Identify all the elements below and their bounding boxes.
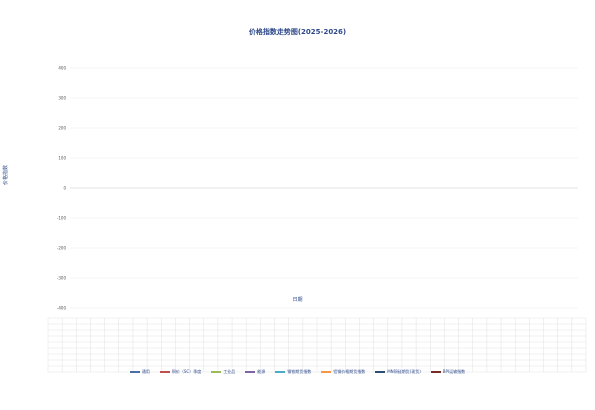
- legend-swatch: [129, 371, 140, 373]
- x-axis-label: 日期: [292, 297, 303, 303]
- legend-item: 工业品: [211, 369, 235, 375]
- legend-item: 铝钢价格期货指数: [321, 369, 365, 375]
- y-axis-ticks: -400 -300 -200 -100 0 100 200 300 400: [57, 66, 67, 311]
- legend-item: 通用: [129, 369, 150, 375]
- y-tick-label: -100: [57, 216, 67, 221]
- y-tick-label: 200: [58, 126, 66, 131]
- legend-label: 能源: [257, 369, 266, 374]
- legend-swatch: [321, 371, 332, 373]
- legend-item: BPI运输指数: [430, 369, 466, 375]
- legend-label: 通用: [141, 369, 150, 374]
- y-tick-label: -200: [57, 246, 67, 251]
- legend-swatch: [430, 371, 441, 373]
- legend-swatch: [211, 371, 222, 373]
- legend-label: 工业品: [223, 369, 236, 374]
- y-tick-label: -300: [57, 276, 67, 281]
- legend-label: 铝钢价格期货指数: [333, 369, 366, 374]
- legend-swatch: [275, 371, 286, 373]
- legend-item: 钢铁期货指数: [275, 369, 311, 375]
- legend-item: MN铜硅期货(现货): [375, 369, 421, 375]
- legend-label: BPI运输指数: [442, 369, 466, 374]
- legend-item: 铜价（SC）季度: [159, 369, 202, 375]
- y-tick-label: 0: [63, 186, 66, 191]
- legend-label: 铜价（SC）季度: [171, 369, 202, 374]
- y-tick-label: 400: [58, 66, 66, 71]
- legend-label: MN铜硅期货(现货): [387, 369, 421, 374]
- gridlines: [70, 67, 578, 309]
- legend-label: 钢铁期货指数: [287, 369, 312, 374]
- legend: 通用 铜价（SC）季度 工业品 能源 钢铁期货指数 铝钢价格期货指数 MN铜硅期货(现货) B…: [0, 369, 595, 375]
- y-tick-label: 300: [58, 96, 66, 101]
- y-tick-label: 100: [58, 156, 66, 161]
- chart-title: 价格指数走势图(2025-2026): [248, 28, 347, 36]
- legend-swatch: [245, 371, 256, 373]
- legend-swatch: [375, 371, 386, 373]
- y-tick-label: -400: [57, 306, 67, 311]
- legend-swatch: [159, 371, 170, 373]
- legend-item: 能源: [245, 369, 265, 375]
